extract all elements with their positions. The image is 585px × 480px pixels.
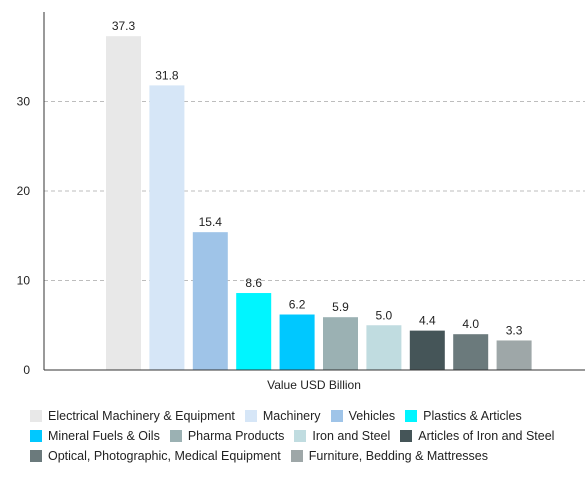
y-tick-label: 10: [17, 274, 31, 288]
bar: [453, 334, 489, 370]
bar: [323, 317, 358, 370]
bar: [496, 340, 532, 370]
data-label: 3.3: [506, 323, 523, 337]
y-tick-label: 20: [17, 184, 31, 198]
legend-label: Pharma Products: [187, 429, 285, 443]
bar: [149, 85, 185, 370]
bar-chart: 37.3 31.8 15.4 8.6 6.2 5.9 5.0 4.4 4.0 3.3 0 10 20 3…: [17, 12, 585, 392]
legend-label: Furniture, Bedding & Mattresses: [308, 449, 489, 463]
data-label: 37.3: [112, 19, 136, 33]
bars: [106, 36, 532, 370]
legend-row: Mineral Fuels & Oils Pharma Products Iron …: [30, 426, 582, 446]
legend-item: Optical, Photographic, Medical Equipment: [30, 449, 281, 463]
grid-lines: [44, 101, 585, 281]
legend-item: Electrical Machinery & Equipment: [30, 409, 235, 423]
bar: [279, 314, 315, 370]
chart-svg: 37.3 31.8 15.4 8.6 6.2 5.9 5.0 4.4 4.0 3.3 0 10 20 3…: [17, 12, 585, 392]
legend: Electrical Machinery & Equipment Machiner…: [30, 406, 582, 466]
data-label: 15.4: [199, 215, 223, 229]
legend-label: Vehicles: [348, 409, 396, 423]
legend-swatch: [405, 410, 418, 422]
data-label: 6.2: [289, 298, 306, 312]
legend-swatch: [290, 450, 303, 462]
legend-swatch: [30, 450, 42, 462]
data-label: 5.0: [376, 308, 393, 322]
legend-swatch: [30, 430, 42, 442]
legend-label: Plastics & Articles: [423, 409, 522, 423]
data-label: 8.6: [245, 276, 262, 290]
bar: [409, 330, 445, 370]
data-label: 31.8: [155, 68, 179, 82]
legend-label: Mineral Fuels & Oils: [48, 429, 160, 443]
legend-item: Plastics & Articles: [405, 409, 522, 423]
legend-label: Optical, Photographic, Medical Equipment: [48, 449, 281, 463]
y-tick-label: 0: [23, 363, 30, 377]
legend-item: Vehicles: [330, 409, 396, 423]
x-axis-title: Value USD Billion: [267, 378, 361, 392]
axes: 0 10 20 30: [17, 12, 585, 377]
legend-item: Mineral Fuels & Oils: [30, 429, 160, 443]
bar: [192, 232, 228, 370]
legend-row: Optical, Photographic, Medical Equipment…: [30, 446, 582, 466]
legend-swatch: [294, 430, 307, 442]
legend-item: Machinery: [244, 409, 321, 423]
legend-label: Articles of Iron and Steel: [418, 429, 555, 443]
legend-item: Articles of Iron and Steel: [400, 429, 554, 443]
legend-swatch: [400, 430, 413, 442]
legend-swatch: [169, 430, 182, 442]
legend-swatch: [244, 410, 257, 422]
legend-row: Electrical Machinery & Equipment Machiner…: [30, 406, 582, 426]
legend-swatch: [330, 410, 343, 422]
data-label: 4.4: [419, 314, 436, 328]
bar: [366, 325, 402, 370]
legend-item: Pharma Products: [169, 429, 285, 443]
legend-item: Furniture, Bedding & Mattresses: [290, 449, 489, 463]
legend-swatch: [30, 410, 42, 422]
y-tick-label: 30: [17, 95, 31, 109]
legend-label: Machinery: [262, 409, 321, 423]
data-label: 5.9: [332, 300, 349, 314]
bar: [106, 36, 141, 370]
bar: [236, 293, 272, 370]
legend-label: Iron and Steel: [312, 429, 391, 443]
legend-label: Electrical Machinery & Equipment: [48, 409, 235, 423]
data-label: 4.0: [462, 317, 479, 331]
legend-item: Iron and Steel: [294, 429, 390, 443]
data-labels: 37.3 31.8 15.4 8.6 6.2 5.9 5.0 4.4 4.0 3.3: [112, 19, 523, 337]
